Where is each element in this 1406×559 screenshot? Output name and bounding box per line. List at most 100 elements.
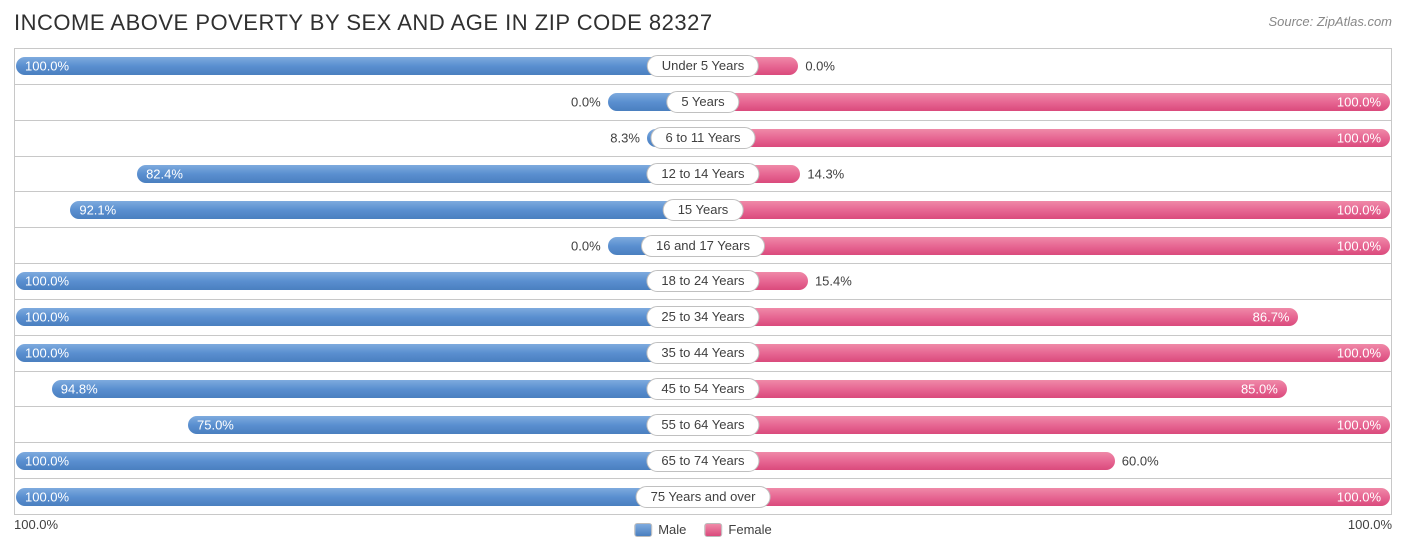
female-value-label: 86.7% <box>1253 310 1290 325</box>
female-value-label: 100.0% <box>1337 346 1381 361</box>
male-half: 100.0% <box>15 443 703 478</box>
category-label: 15 Years <box>663 199 744 221</box>
female-bar <box>703 379 1288 399</box>
male-half: 92.1% <box>15 192 703 227</box>
female-bar <box>703 343 1391 363</box>
female-value-label: 100.0% <box>1337 202 1381 217</box>
category-label: 75 Years and over <box>636 486 771 508</box>
female-half: 60.0% <box>703 443 1391 478</box>
male-bar <box>69 200 703 220</box>
table-row: 100.0% 86.7% 25 to 34 Years <box>15 299 1391 335</box>
male-half: 0.0% <box>15 228 703 263</box>
category-label: 18 to 24 Years <box>646 270 759 292</box>
table-row: 94.8% 85.0%45 to 54 Years <box>15 371 1391 407</box>
female-half: 100.0% <box>703 407 1391 442</box>
male-value-label: 82.4% <box>146 166 183 181</box>
category-label: 12 to 14 Years <box>646 163 759 185</box>
male-value-label: 92.1% <box>79 202 116 217</box>
male-half: 100.0% <box>15 479 703 514</box>
male-half: 75.0% <box>15 407 703 442</box>
male-half: 82.4% <box>15 157 703 192</box>
male-bar <box>15 451 703 471</box>
table-row: 8.3% 100.0% 6 to 11 Years <box>15 120 1391 156</box>
female-bar <box>703 200 1391 220</box>
male-half: 100.0% <box>15 49 703 84</box>
male-bar <box>15 271 703 291</box>
axis-left-label: 100.0% <box>14 517 58 532</box>
female-half: 85.0% <box>703 372 1391 407</box>
category-label: 45 to 54 Years <box>646 378 759 400</box>
male-value-label: 0.0% <box>571 238 601 253</box>
male-value-label: 8.3% <box>610 131 640 146</box>
legend: Male Female <box>634 522 772 537</box>
legend-male-label: Male <box>658 522 686 537</box>
male-value-label: 100.0% <box>25 310 69 325</box>
category-label: 16 and 17 Years <box>641 235 765 257</box>
category-label: 55 to 64 Years <box>646 414 759 436</box>
female-half: 0.0% <box>703 49 1391 84</box>
female-half: 14.3% <box>703 157 1391 192</box>
table-row: 100.0%0.0%Under 5 Years <box>15 48 1391 84</box>
female-half: 86.7% <box>703 300 1391 335</box>
category-label: 6 to 11 Years <box>651 127 756 149</box>
male-value-label: 100.0% <box>25 346 69 361</box>
male-half: 94.8% <box>15 372 703 407</box>
male-value-label: 100.0% <box>25 59 69 74</box>
female-value-label: 60.0% <box>1122 453 1159 468</box>
table-row: 100.0% 100.0% 75 Years and over <box>15 478 1391 514</box>
plot-area: 100.0%0.0%Under 5 Years0.0%100.0%5 Years… <box>14 48 1392 515</box>
female-bar <box>703 451 1116 471</box>
female-bar <box>703 487 1391 507</box>
table-row: 82.4% 14.3% 12 to 14 Years <box>15 156 1391 192</box>
female-half: 100.0% <box>703 192 1391 227</box>
table-row: 100.0% 15.4%18 to 24 Years <box>15 263 1391 299</box>
female-half: 100.0% <box>703 336 1391 371</box>
male-half: 100.0% <box>15 264 703 299</box>
table-row: 100.0% 100.0% 35 to 44 Years <box>15 335 1391 371</box>
female-value-label: 100.0% <box>1337 417 1381 432</box>
category-label: 35 to 44 Years <box>646 342 759 364</box>
male-bar <box>187 415 703 435</box>
female-bar <box>703 128 1391 148</box>
female-bar <box>703 92 1391 112</box>
category-label: 5 Years <box>666 91 739 113</box>
chart-container: INCOME ABOVE POVERTY BY SEX AND AGE IN Z… <box>0 0 1406 559</box>
male-half: 100.0% <box>15 300 703 335</box>
legend-female-label: Female <box>728 522 771 537</box>
male-half: 100.0% <box>15 336 703 371</box>
male-value-label: 100.0% <box>25 489 69 504</box>
male-bar <box>15 56 703 76</box>
source-attribution: Source: ZipAtlas.com <box>1268 14 1392 29</box>
male-bar <box>136 164 703 184</box>
axis-right-label: 100.0% <box>1348 517 1392 532</box>
female-value-label: 100.0% <box>1337 95 1381 110</box>
male-half: 0.0% <box>15 85 703 120</box>
male-value-label: 75.0% <box>197 417 234 432</box>
category-label: 65 to 74 Years <box>646 450 759 472</box>
category-label: 25 to 34 Years <box>646 306 759 328</box>
male-half: 8.3% <box>15 121 703 156</box>
female-value-label: 100.0% <box>1337 489 1381 504</box>
table-row: 75.0% 100.0% 55 to 64 Years <box>15 406 1391 442</box>
male-value-label: 100.0% <box>25 453 69 468</box>
male-value-label: 94.8% <box>61 382 98 397</box>
male-bar <box>15 487 703 507</box>
female-bar <box>703 415 1391 435</box>
male-bar <box>15 343 703 363</box>
female-half: 100.0% <box>703 479 1391 514</box>
male-value-label: 100.0% <box>25 274 69 289</box>
male-bar <box>15 307 703 327</box>
female-half: 100.0% <box>703 121 1391 156</box>
female-half: 100.0% <box>703 85 1391 120</box>
male-bar <box>51 379 703 399</box>
legend-item-female: Female <box>704 522 771 537</box>
female-swatch <box>704 523 722 537</box>
female-bar <box>703 236 1391 256</box>
female-half: 15.4% <box>703 264 1391 299</box>
female-half: 100.0% <box>703 228 1391 263</box>
female-value-label: 14.3% <box>807 166 844 181</box>
female-value-label: 100.0% <box>1337 131 1381 146</box>
table-row: 100.0% 60.0% 65 to 74 Years <box>15 442 1391 478</box>
legend-item-male: Male <box>634 522 686 537</box>
male-swatch <box>634 523 652 537</box>
